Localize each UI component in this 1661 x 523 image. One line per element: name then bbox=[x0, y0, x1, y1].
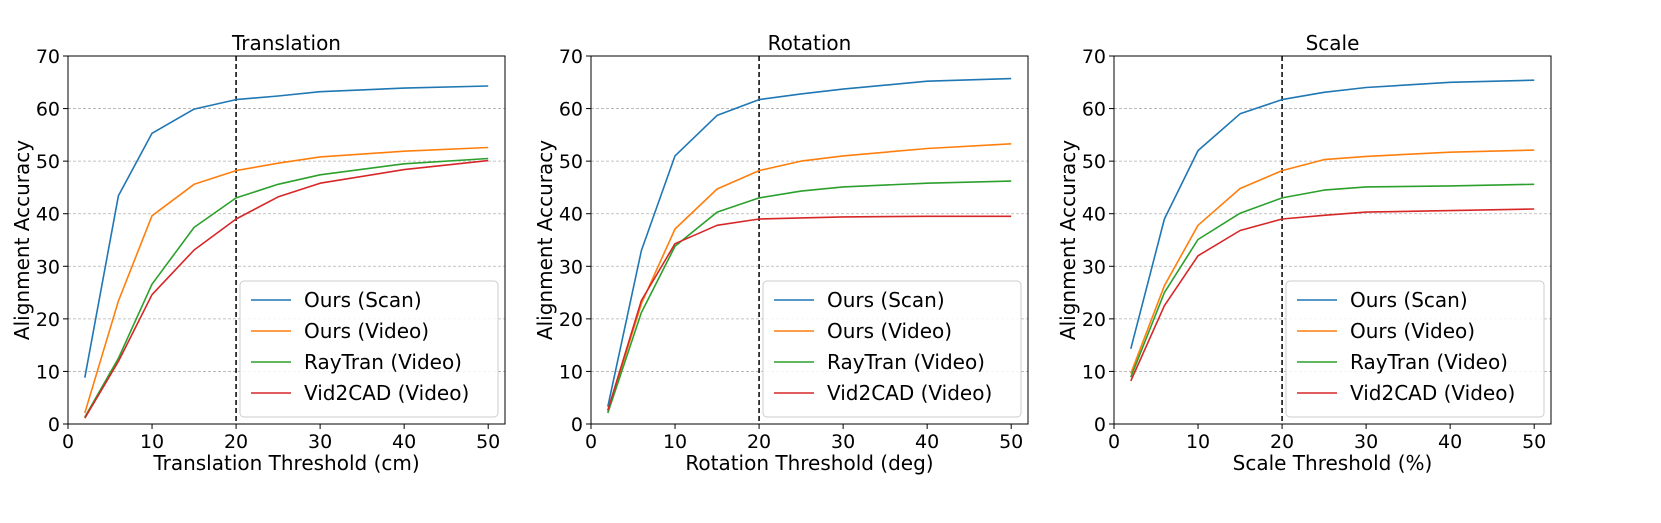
chart-panel-1: 0 10 20 30 40 50 0 10 20 30 40 50 60 70 Translation Tra… bbox=[10, 31, 506, 475]
y-tick-label: 70 bbox=[559, 46, 583, 68]
series-line-vid2cad-video bbox=[84, 159, 489, 419]
x-tick-label: 40 bbox=[392, 431, 416, 453]
y-tick-label: 40 bbox=[1082, 204, 1106, 226]
y-tick-label: 30 bbox=[36, 256, 60, 278]
chart-title: Translation bbox=[231, 31, 341, 55]
y-tick-label: 50 bbox=[36, 151, 60, 173]
legend-box bbox=[762, 280, 1022, 418]
y-axis-label: Alignment Accuracy bbox=[10, 140, 34, 340]
x-axis-label: Scale Threshold (%) bbox=[1233, 451, 1433, 475]
legend-entry: RayTran (Video) bbox=[1350, 350, 1508, 374]
x-tick-label: 30 bbox=[308, 431, 332, 453]
series-line-ours-video bbox=[607, 143, 1012, 412]
x-tick-label: 50 bbox=[999, 431, 1023, 453]
x-tick-label: 40 bbox=[915, 431, 939, 453]
x-axis-label: Rotation Threshold (deg) bbox=[685, 451, 933, 475]
y-tick-label: 10 bbox=[1082, 361, 1106, 383]
legend: Ours (Scan) Ours (Video) RayTran (Video) Vi… bbox=[239, 280, 499, 418]
legend-entry: RayTran (Video) bbox=[827, 350, 985, 374]
x-tick-label: 40 bbox=[1438, 431, 1462, 453]
y-tick-label: 70 bbox=[1082, 46, 1106, 68]
x-tick-label: 30 bbox=[831, 431, 855, 453]
series-line-vid2cad-video bbox=[1130, 208, 1535, 382]
axes-frame bbox=[1113, 55, 1552, 425]
series-line-raytran-video bbox=[84, 157, 489, 418]
y-tick-label: 20 bbox=[1082, 309, 1106, 331]
x-tick-label: 0 bbox=[1108, 431, 1120, 453]
y-tick-label: 10 bbox=[559, 361, 583, 383]
x-axis-label: Translation Threshold (cm) bbox=[152, 451, 419, 475]
legend-entry: Ours (Scan) bbox=[1350, 288, 1468, 312]
chart-panel-2: 0 10 20 30 40 50 0 10 20 30 40 50 60 70 Rotation Rotati… bbox=[533, 31, 1029, 475]
y-tick-label: 60 bbox=[559, 99, 583, 121]
series-line-ours-video bbox=[84, 146, 489, 414]
series-line-raytran-video bbox=[607, 180, 1012, 414]
x-tick-label: 20 bbox=[1270, 431, 1294, 453]
legend-entry: Ours (Video) bbox=[304, 319, 429, 343]
x-tick-label: 50 bbox=[1522, 431, 1546, 453]
legend-entry: Ours (Video) bbox=[827, 319, 952, 343]
y-tick-label: 30 bbox=[1082, 256, 1106, 278]
x-tick-label: 30 bbox=[1354, 431, 1378, 453]
y-tick-label: 0 bbox=[571, 414, 583, 436]
y-tick-label: 50 bbox=[1082, 151, 1106, 173]
x-tick-label: 20 bbox=[747, 431, 771, 453]
x-tick-label: 20 bbox=[224, 431, 248, 453]
chart-title: Scale bbox=[1306, 31, 1360, 55]
chart-title: Rotation bbox=[768, 31, 852, 55]
series-line-ours-scan bbox=[84, 85, 489, 378]
series-line-ours-video bbox=[1130, 149, 1535, 374]
x-tick-label: 0 bbox=[585, 431, 597, 453]
y-tick-label: 10 bbox=[36, 361, 60, 383]
y-axis-label: Alignment Accuracy bbox=[1056, 140, 1080, 340]
legend: Ours (Scan) Ours (Video) RayTran (Video) Vi… bbox=[1285, 280, 1545, 418]
y-tick-label: 30 bbox=[559, 256, 583, 278]
legend: Ours (Scan) Ours (Video) RayTran (Video) Vi… bbox=[762, 280, 1022, 418]
series-line-raytran-video bbox=[1130, 183, 1535, 378]
chart-panel-3: 0 10 20 30 40 50 0 10 20 30 40 50 60 70 Scale Scale Thr… bbox=[1056, 31, 1552, 475]
y-axis-label: Alignment Accuracy bbox=[533, 140, 557, 340]
legend-entry: Ours (Scan) bbox=[304, 288, 422, 312]
legend-entry: Ours (Scan) bbox=[827, 288, 945, 312]
y-tick-label: 0 bbox=[48, 414, 60, 436]
legend-entry: Ours (Video) bbox=[1350, 319, 1475, 343]
y-tick-label: 20 bbox=[559, 309, 583, 331]
y-tick-label: 60 bbox=[36, 99, 60, 121]
series-line-vid2cad-video bbox=[607, 215, 1012, 411]
x-tick-label: 10 bbox=[1186, 431, 1210, 453]
legend-entry: RayTran (Video) bbox=[304, 350, 462, 374]
y-tick-label: 20 bbox=[36, 309, 60, 331]
series-line-ours-scan bbox=[607, 77, 1012, 407]
axes-frame bbox=[590, 55, 1029, 425]
legend-entry: Vid2CAD (Video) bbox=[827, 381, 992, 405]
y-tick-label: 60 bbox=[1082, 99, 1106, 121]
x-tick-label: 10 bbox=[663, 431, 687, 453]
y-tick-label: 70 bbox=[36, 46, 60, 68]
axes-frame bbox=[67, 55, 506, 425]
legend-entry: Vid2CAD (Video) bbox=[304, 381, 469, 405]
y-tick-label: 0 bbox=[1094, 414, 1106, 436]
legend-entry: Vid2CAD (Video) bbox=[1350, 381, 1515, 405]
y-tick-label: 40 bbox=[559, 204, 583, 226]
x-tick-label: 0 bbox=[62, 431, 74, 453]
legend-box bbox=[239, 280, 499, 418]
series-line-ours-scan bbox=[1130, 79, 1535, 350]
x-tick-label: 10 bbox=[140, 431, 164, 453]
y-tick-label: 40 bbox=[36, 204, 60, 226]
legend-box bbox=[1285, 280, 1545, 418]
y-tick-label: 50 bbox=[559, 151, 583, 173]
x-tick-label: 50 bbox=[476, 431, 500, 453]
